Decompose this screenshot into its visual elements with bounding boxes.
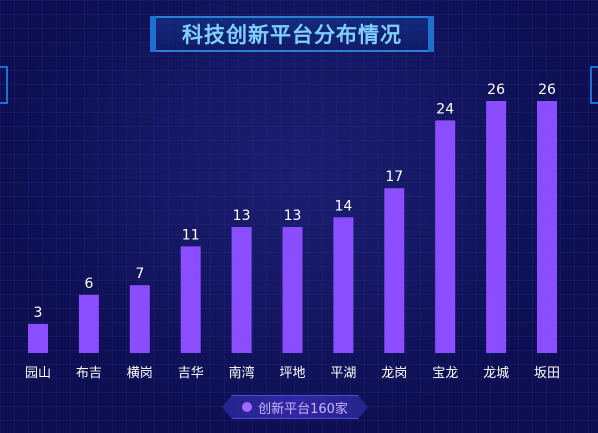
bar-坪地 bbox=[282, 227, 303, 353]
bar-value-label: 3 bbox=[34, 305, 43, 321]
category-label: 龙岗 bbox=[381, 366, 407, 381]
bar-宝龙 bbox=[435, 120, 456, 354]
bar-龙岗 bbox=[384, 188, 405, 353]
bar-value-label: 6 bbox=[84, 276, 93, 292]
bar-value-label: 26 bbox=[487, 82, 505, 98]
bar-横岗 bbox=[129, 285, 150, 353]
bar-value-label: 26 bbox=[538, 82, 556, 98]
category-label: 宝龙 bbox=[432, 366, 458, 381]
bar-value-label: 11 bbox=[182, 227, 200, 243]
category-label: 坂田 bbox=[534, 366, 560, 381]
chart-title: 科技创新平台分布情况 bbox=[182, 23, 402, 47]
bar-value-label: 13 bbox=[233, 208, 251, 224]
chart-legend[interactable]: 创新平台160家 bbox=[222, 395, 368, 419]
chart-title-box: 科技创新平台分布情况 bbox=[150, 16, 434, 52]
category-label: 横岗 bbox=[127, 366, 153, 381]
bar-园山 bbox=[28, 323, 48, 353]
bar-平湖 bbox=[333, 217, 354, 353]
category-label: 平湖 bbox=[330, 366, 356, 381]
category-label: 南湾 bbox=[229, 365, 255, 381]
bar-坂田 bbox=[537, 101, 557, 353]
category-label: 龙城 bbox=[483, 366, 509, 381]
bar-value-label: 24 bbox=[436, 101, 454, 117]
bar-value-label: 7 bbox=[135, 266, 144, 282]
bar-吉华 bbox=[180, 246, 201, 353]
bar-value-label: 17 bbox=[385, 169, 403, 185]
bar-布吉 bbox=[78, 294, 99, 353]
right-bracket-decoration bbox=[590, 66, 598, 104]
left-bracket-decoration bbox=[0, 66, 8, 104]
bar-value-label: 14 bbox=[334, 198, 352, 214]
bar-南湾 bbox=[231, 227, 252, 353]
category-label: 吉华 bbox=[178, 366, 204, 381]
category-label: 布吉 bbox=[76, 366, 102, 381]
legend-label: 创新平台160家 bbox=[258, 401, 348, 417]
category-label: 坪地 bbox=[279, 366, 305, 381]
bar-龙城 bbox=[486, 101, 507, 353]
legend-dot-icon bbox=[242, 402, 253, 412]
bar-value-label: 13 bbox=[284, 208, 302, 224]
category-label: 园山 bbox=[25, 366, 51, 381]
